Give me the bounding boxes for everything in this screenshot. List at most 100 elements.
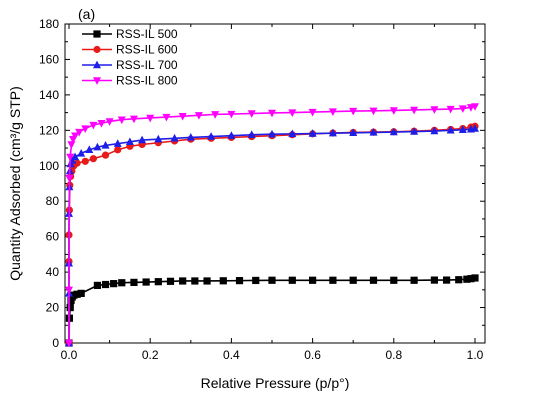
data-point bbox=[349, 128, 358, 137]
legend-label: RSS-IL 800 bbox=[116, 74, 178, 88]
data-point bbox=[93, 142, 102, 151]
series-line bbox=[68, 127, 476, 343]
data-point bbox=[101, 140, 110, 149]
data-point bbox=[81, 157, 89, 165]
data-point bbox=[166, 277, 175, 285]
x-tick-label: 0.8 bbox=[385, 348, 402, 362]
series-0 bbox=[65, 274, 479, 347]
data-point bbox=[252, 276, 260, 285]
data-point bbox=[219, 277, 227, 285]
data-point bbox=[410, 127, 419, 135]
data-point bbox=[268, 276, 276, 284]
axes: 0.0 0.2 0.4 0.6 0.8 1.0 0 20 40 60 80 100 120 140 160 1… bbox=[39, 17, 486, 362]
data-point bbox=[369, 107, 378, 116]
x-axis-title: Relative Pressure (p/p°) bbox=[201, 375, 350, 391]
data-point bbox=[288, 276, 296, 284]
x-tick-label: 1.0 bbox=[467, 348, 484, 362]
series-2 bbox=[65, 124, 479, 347]
legend-label: RSS-IL 600 bbox=[116, 43, 178, 57]
data-point bbox=[349, 276, 357, 284]
y-tick-label: 0 bbox=[52, 336, 59, 350]
data-point bbox=[118, 279, 126, 287]
data-point bbox=[93, 281, 102, 290]
data-point bbox=[65, 174, 74, 183]
data-point bbox=[247, 130, 256, 138]
data-point bbox=[179, 277, 187, 285]
series-layer bbox=[65, 103, 479, 348]
legend-marker bbox=[93, 77, 101, 85]
x-tick-label: 0.0 bbox=[61, 348, 78, 362]
legend-marker bbox=[93, 45, 101, 54]
data-point bbox=[66, 153, 75, 162]
y-tick-label: 20 bbox=[46, 301, 60, 315]
data-point bbox=[73, 159, 81, 167]
data-point bbox=[328, 108, 337, 116]
data-point bbox=[430, 126, 439, 135]
data-point bbox=[89, 121, 98, 130]
data-point bbox=[446, 105, 455, 114]
data-point bbox=[67, 141, 76, 149]
y-tick-label: 60 bbox=[46, 230, 60, 244]
data-point bbox=[170, 133, 179, 142]
data-point bbox=[154, 278, 162, 286]
x-tick-label: 0.6 bbox=[304, 348, 321, 362]
data-point bbox=[349, 107, 358, 116]
data-point bbox=[75, 128, 84, 137]
data-point bbox=[369, 128, 378, 136]
data-point bbox=[235, 277, 244, 285]
data-point bbox=[186, 133, 195, 141]
data-point bbox=[308, 129, 317, 137]
data-point bbox=[227, 131, 236, 139]
data-point bbox=[390, 276, 398, 284]
data-point bbox=[369, 276, 378, 284]
panel-label: (a) bbox=[78, 6, 95, 22]
y-tick-label: 80 bbox=[46, 194, 60, 208]
data-point bbox=[65, 286, 73, 295]
data-point bbox=[110, 280, 118, 288]
data-point bbox=[138, 135, 147, 144]
data-point bbox=[194, 112, 203, 120]
data-point bbox=[113, 139, 122, 147]
data-point bbox=[430, 106, 439, 114]
data-point bbox=[442, 276, 451, 284]
data-point bbox=[309, 276, 317, 284]
data-point bbox=[142, 278, 150, 286]
y-tick-label: 140 bbox=[39, 88, 59, 102]
data-point bbox=[463, 275, 471, 283]
series-line bbox=[68, 277, 476, 344]
data-point bbox=[430, 276, 438, 284]
data-point bbox=[162, 113, 171, 122]
data-point bbox=[268, 109, 276, 118]
x-tick-label: 0.4 bbox=[223, 348, 240, 362]
data-point bbox=[71, 132, 80, 141]
x-tick-label: 0.2 bbox=[142, 348, 159, 362]
y-tick-label: 160 bbox=[39, 52, 59, 66]
y-tick-label: 100 bbox=[39, 159, 59, 173]
data-point bbox=[77, 289, 85, 297]
data-point bbox=[328, 128, 337, 137]
data-point bbox=[117, 116, 126, 125]
data-point bbox=[130, 278, 138, 286]
data-point bbox=[458, 125, 467, 134]
y-tick-label: 180 bbox=[39, 17, 59, 31]
data-point bbox=[471, 124, 479, 132]
series-1 bbox=[65, 122, 479, 347]
legend-marker bbox=[93, 30, 101, 38]
data-point bbox=[125, 137, 134, 146]
data-point bbox=[247, 110, 256, 118]
data-point bbox=[101, 151, 110, 159]
data-point bbox=[66, 303, 74, 312]
data-point bbox=[85, 145, 94, 154]
data-point bbox=[288, 129, 297, 138]
data-point bbox=[308, 108, 317, 117]
data-point bbox=[146, 114, 155, 123]
data-point bbox=[71, 152, 80, 161]
data-point bbox=[101, 280, 110, 289]
data-point bbox=[65, 339, 73, 348]
data-point bbox=[471, 103, 479, 111]
data-point bbox=[77, 148, 86, 157]
data-point bbox=[81, 125, 90, 133]
data-point bbox=[105, 118, 114, 126]
